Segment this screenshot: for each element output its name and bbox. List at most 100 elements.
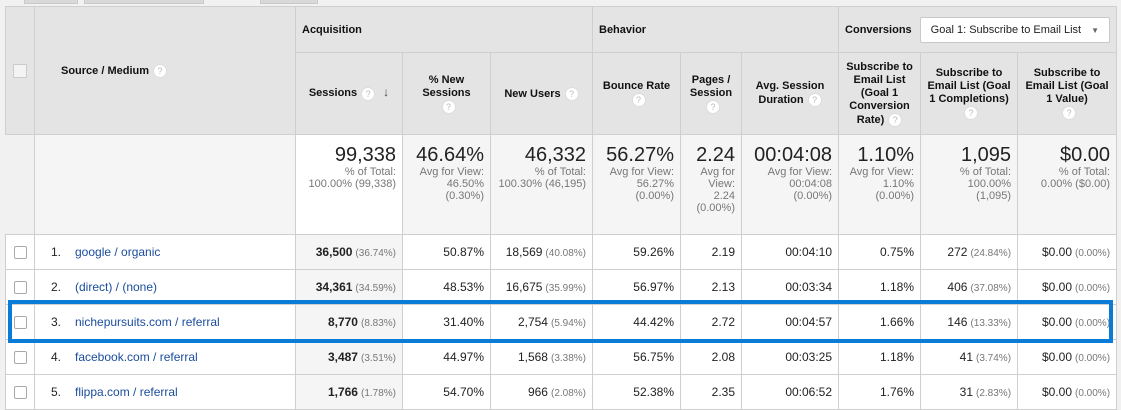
cell-pages: 2.08: [680, 339, 742, 375]
row-checkbox[interactable]: [13, 386, 27, 400]
source-medium-header[interactable]: Source / Medium?: [34, 6, 296, 135]
cell-percent: (37.08%): [970, 283, 1012, 294]
cell-value: $0.00 (0.00%): [1017, 234, 1118, 270]
col-sessions[interactable]: Sessions? ↓: [295, 52, 403, 135]
col-label: % New Sessions: [422, 73, 471, 99]
cell-value: 00:04:57: [785, 315, 833, 329]
row-checkbox[interactable]: [13, 351, 27, 365]
source-link[interactable]: nichepursuits.com / referral: [75, 315, 220, 329]
behavior-group: Behavior: [591, 6, 840, 53]
cell-percent: (35.99%): [545, 283, 586, 294]
cell-value: 1.66%: [880, 315, 915, 329]
cell-value: 2.08: [711, 350, 735, 364]
help-icon[interactable]: ?: [1062, 106, 1077, 120]
cell-percent: (0.00%): [1075, 283, 1111, 294]
total-cell: 56.27% Avg for View: 56.27% (0.00%): [592, 134, 681, 235]
row-number: 3.: [51, 315, 62, 329]
help-icon[interactable]: ?: [153, 63, 168, 78]
help-icon[interactable]: ?: [564, 86, 579, 101]
row-checkbox[interactable]: [13, 281, 27, 295]
select-all-cell: [5, 6, 35, 135]
cell-source: 5. flippa.com / referral: [34, 374, 296, 410]
cell-value: $0.00: [1041, 245, 1073, 259]
totals-label-cell: [34, 134, 296, 235]
sort-arrow-icon[interactable]: ↓: [383, 85, 390, 100]
col-pages-session[interactable]: Pages / Session?: [680, 52, 742, 135]
col-value[interactable]: Subscribe to Email List (Goal 1 Value)?: [1017, 52, 1118, 135]
total-detail: (0.00%): [793, 190, 833, 202]
total-cell: 99,338% of Total: 100.00% (99,338): [295, 134, 403, 235]
goal-select-value: Goal 1: Subscribe to Email List: [930, 23, 1082, 36]
total-detail: % of Total:: [1058, 166, 1111, 178]
row-checkbox-cell: [5, 234, 35, 270]
goal-select[interactable]: Goal 1: Subscribe to Email List ▼: [919, 16, 1110, 43]
col-conv-rate[interactable]: Subscribe to Email List (Goal 1 Conversi…: [838, 52, 922, 135]
total-detail: % of Total:: [959, 166, 1012, 178]
total-detail: 46.50%: [446, 178, 484, 190]
top-strip: [0, 0, 1121, 7]
cell-percent: (1.78%): [360, 388, 396, 399]
source-link[interactable]: flippa.com / referral: [75, 385, 178, 399]
col-new-users[interactable]: New Users?: [490, 52, 593, 135]
source-link[interactable]: facebook.com / referral: [75, 350, 198, 364]
toolbar-tab[interactable]: [84, 0, 204, 4]
cell-new_sessions: 48.53%: [402, 269, 491, 305]
caret-down-icon: ▼: [1091, 25, 1099, 35]
row-number: 5.: [51, 385, 62, 399]
help-icon[interactable]: ?: [888, 112, 903, 127]
total-detail: 00:04:08: [789, 178, 833, 190]
source-link[interactable]: (direct) / (none): [75, 280, 158, 294]
toolbar-tab[interactable]: [24, 0, 78, 4]
cell-value: $0.00: [1041, 315, 1073, 329]
total-detail: Avg for: [700, 166, 735, 178]
help-icon[interactable]: ?: [706, 99, 720, 114]
cell-percent: (3.38%): [550, 353, 586, 364]
col-bounce-rate[interactable]: Bounce Rate?: [592, 52, 681, 135]
cell-new-users: 16,675 (35.99%): [490, 269, 593, 305]
help-icon[interactable]: ?: [631, 93, 646, 107]
table-row: 1. google / organic 36,500 (36.74%) 50.87% 18…: [5, 234, 1118, 270]
total-detail: Avg for View:: [419, 166, 484, 178]
table-row: 5. flippa.com / referral 1,766 (1.78%) 54.70…: [5, 374, 1118, 410]
cell-conv_rate: 0.75%: [838, 234, 922, 270]
cell-value: 36,500: [315, 245, 353, 259]
help-icon[interactable]: ?: [441, 99, 456, 114]
report-table: Source / Medium? Acquisition Behavior Co…: [5, 6, 1118, 410]
col-completions[interactable]: Subscribe to Email List (Goal 1 Completi…: [920, 52, 1019, 135]
cell-value: 966: [527, 385, 548, 399]
col-new-sessions[interactable]: % New Sessions?: [402, 52, 491, 135]
total-detail: 0.00% ($0.00): [1040, 178, 1111, 190]
cell-value: 41: [959, 350, 974, 364]
cell-value: 2.35: [711, 385, 735, 399]
col-avg-duration[interactable]: Avg. Session Duration?: [740, 52, 840, 135]
help-icon[interactable]: ?: [361, 86, 376, 101]
total-cell: 46.64% Avg for View: 46.50% (0.30%): [402, 134, 491, 235]
row-checkbox[interactable]: [13, 316, 27, 330]
help-icon[interactable]: ?: [964, 106, 979, 120]
total-cell: 00:04:08 Avg for View: 00:04:08 (0.00%): [740, 134, 840, 235]
cell-value: 16,675: [505, 280, 543, 294]
total-cell: 1,095% of Total: 100.00% (1,095): [920, 134, 1019, 235]
help-icon[interactable]: ?: [807, 93, 822, 107]
cell-percent: (5.94%): [550, 318, 586, 329]
cell-completions: 31 (2.83%): [920, 374, 1019, 410]
cell-new_sessions: 31.40%: [402, 304, 491, 340]
cell-duration: 00:06:52: [740, 374, 840, 410]
cell-value: $0.00 (0.00%): [1017, 374, 1118, 410]
conversions-label: Conversions: [845, 23, 912, 36]
cell-percent: (2.08%): [550, 388, 586, 399]
row-checkbox[interactable]: [13, 246, 27, 260]
cell-percent: (36.74%): [355, 248, 396, 259]
cell-value: 3,487: [327, 350, 358, 364]
source-link[interactable]: google / organic: [75, 245, 161, 259]
cell-value: 1,766: [327, 385, 358, 399]
toolbar-tab[interactable]: [260, 0, 318, 4]
row-checkbox-cell: [5, 304, 35, 340]
cell-percent: (2.83%): [976, 388, 1012, 399]
cell-percent: (0.00%): [1075, 318, 1111, 329]
total-detail: 100.30% (46,195): [498, 178, 586, 190]
total-value: 00:04:08: [754, 144, 833, 166]
select-all-checkbox[interactable]: [13, 63, 27, 78]
cell-value: 8,770: [327, 315, 358, 329]
total-value: 46,332: [524, 144, 586, 166]
